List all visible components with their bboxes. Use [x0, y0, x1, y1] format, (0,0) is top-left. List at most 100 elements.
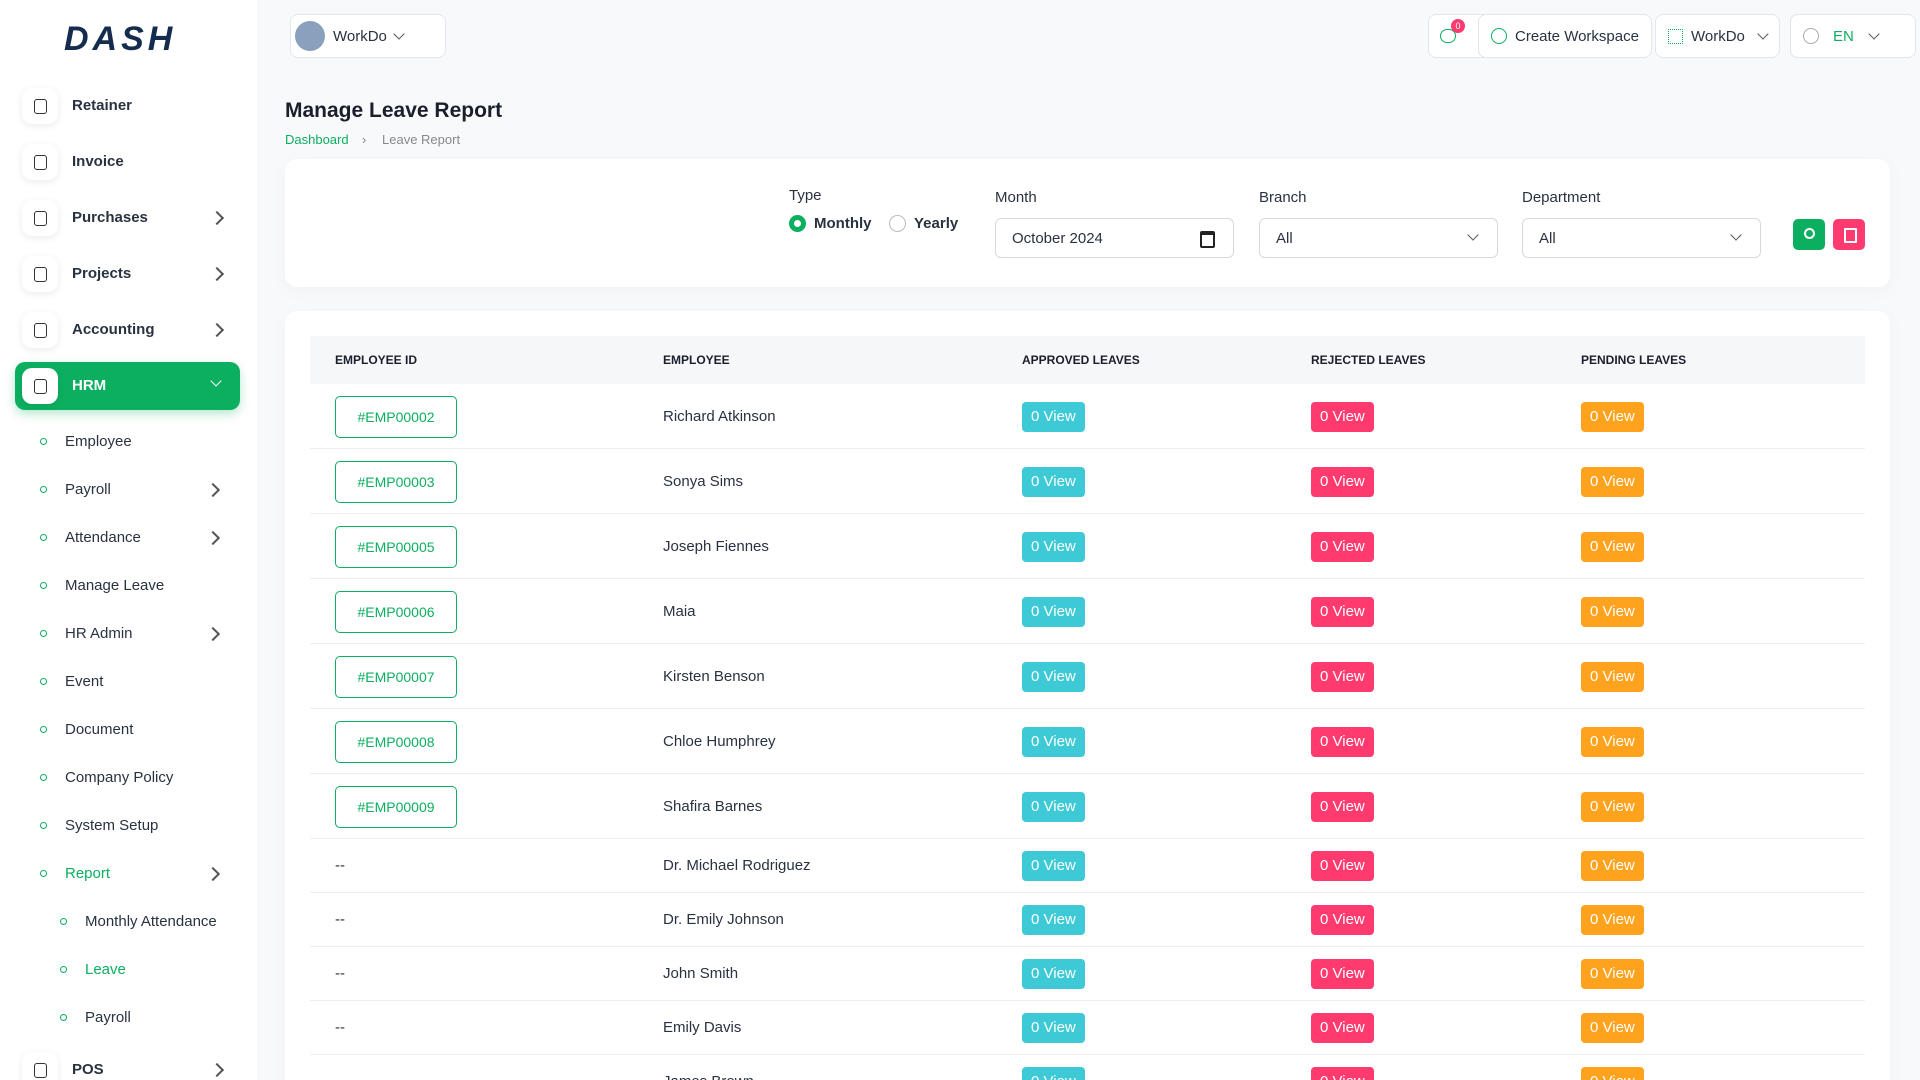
submenu-label: Payroll [85, 1009, 131, 1026]
workspace-switcher[interactable]: WorkDo [290, 14, 446, 58]
leave-view-badge[interactable]: 0 View [1022, 402, 1085, 432]
leave-view-badge[interactable]: 0 View [1022, 727, 1085, 757]
submenu-item[interactable]: Payroll [15, 466, 240, 514]
leave-view-badge[interactable]: 0 View [1022, 851, 1085, 881]
table-row: --James Brown0 View0 View0 View [310, 1055, 1865, 1080]
leave-view-badge[interactable]: 0 View [1022, 905, 1085, 935]
radio-button[interactable] [789, 215, 806, 232]
leave-view-badge[interactable]: 0 View [1581, 905, 1644, 935]
leave-view-badge[interactable]: 0 View [1581, 597, 1644, 627]
leave-view-badge[interactable]: 0 View [1311, 597, 1374, 627]
employee-id-button[interactable]: #EMP00003 [335, 461, 457, 503]
language-switcher[interactable]: EN [1790, 14, 1916, 58]
bullet [60, 918, 67, 925]
menu-icon [22, 200, 58, 236]
company-switcher[interactable]: WorkDo [1655, 14, 1780, 58]
employee-id-button[interactable]: #EMP00005 [335, 526, 457, 568]
menu-item[interactable]: HRM [15, 362, 240, 410]
leave-view-badge[interactable]: 0 View [1581, 1067, 1644, 1080]
submenu-item[interactable]: Event [15, 658, 240, 706]
icon-glyph [34, 379, 47, 394]
submenu-label: Company Policy [65, 769, 173, 786]
reset-button[interactable] [1833, 219, 1865, 250]
leave-view-badge[interactable]: 0 View [1311, 402, 1374, 432]
leave-view-badge[interactable]: 0 View [1581, 532, 1644, 562]
employee-id-button[interactable]: #EMP00006 [335, 591, 457, 633]
month-input[interactable]: October 2024 [995, 218, 1234, 258]
leave-view-badge[interactable]: 0 View [1311, 959, 1374, 989]
submenu-item[interactable]: Company Policy [15, 754, 240, 802]
leave-view-badge[interactable]: 0 View [1022, 792, 1085, 822]
menu-icon [22, 144, 58, 180]
employee-id-button[interactable]: #EMP00007 [335, 656, 457, 698]
menu-item[interactable]: Projects [15, 250, 240, 298]
menu-arrow [210, 267, 224, 281]
leave-view-badge[interactable]: 0 View [1311, 467, 1374, 497]
employee-id-button[interactable]: #EMP00009 [335, 786, 457, 828]
create-workspace-button[interactable]: Create Workspace [1478, 14, 1652, 58]
radio-button[interactable] [889, 215, 906, 232]
leave-view-badge[interactable]: 0 View [1581, 727, 1644, 757]
leave-view-badge[interactable]: 0 View [1022, 532, 1085, 562]
submenu-item[interactable]: Leave [15, 946, 240, 994]
leave-view-badge[interactable]: 0 View [1581, 1013, 1644, 1043]
leave-view-badge[interactable]: 0 View [1581, 959, 1644, 989]
submenu-item[interactable]: Employee [15, 418, 240, 466]
branch-input[interactable]: All [1259, 218, 1498, 258]
leave-view-badge[interactable]: 0 View [1581, 662, 1644, 692]
radio-label[interactable]: Monthly [814, 215, 872, 232]
bullet [40, 486, 47, 493]
leave-view-badge[interactable]: 0 View [1022, 959, 1085, 989]
submenu-item[interactable]: Document [15, 706, 240, 754]
leave-view-badge[interactable]: 0 View [1022, 1013, 1085, 1043]
icon-glyph [34, 1063, 47, 1078]
leave-view-badge[interactable]: 0 View [1311, 905, 1374, 935]
filter-label: Branch [1259, 189, 1307, 206]
leave-view-badge[interactable]: 0 View [1022, 467, 1085, 497]
dropdown-caret [393, 28, 404, 39]
menu-item[interactable]: Accounting [15, 306, 240, 354]
leave-view-badge[interactable]: 0 View [1311, 851, 1374, 881]
leave-view-badge[interactable]: 0 View [1311, 727, 1374, 757]
leave-view-badge[interactable]: 0 View [1581, 851, 1644, 881]
submenu-item[interactable]: Report [15, 850, 240, 898]
search-icon [1804, 228, 1815, 239]
table-header-row: EMPLOYEE IDEMPLOYEEAPPROVED LEAVESREJECT… [310, 336, 1865, 384]
leave-view-badge[interactable]: 0 View [1311, 792, 1374, 822]
submenu-item[interactable]: Manage Leave [15, 562, 240, 610]
department-input[interactable]: All [1522, 218, 1761, 258]
submenu-item[interactable]: System Setup [15, 802, 240, 850]
submenu-item[interactable]: HR Admin [15, 610, 240, 658]
bullet [40, 678, 47, 685]
leave-view-badge[interactable]: 0 View [1581, 467, 1644, 497]
menu-item[interactable]: Invoice [15, 138, 240, 186]
leave-view-badge[interactable]: 0 View [1311, 662, 1374, 692]
leave-view-badge[interactable]: 0 View [1581, 792, 1644, 822]
submenu-label: Leave [85, 961, 126, 978]
submenu-label: Payroll [65, 481, 111, 498]
leave-view-badge[interactable]: 0 View [1022, 1067, 1085, 1080]
menu-item[interactable]: POS [15, 1046, 240, 1080]
submenu-item[interactable]: Payroll [15, 994, 240, 1042]
menu-item[interactable]: Retainer [15, 82, 240, 130]
leave-view-badge[interactable]: 0 View [1022, 597, 1085, 627]
menu-item[interactable]: Purchases [15, 194, 240, 242]
leave-view-badge[interactable]: 0 View [1581, 402, 1644, 432]
icon-glyph [34, 211, 47, 226]
search-button[interactable] [1793, 219, 1825, 250]
menu-icon [22, 1052, 58, 1080]
employee-id-button[interactable]: #EMP00008 [335, 721, 457, 763]
submenu-item[interactable]: Monthly Attendance [15, 898, 240, 946]
leave-view-badge[interactable]: 0 View [1311, 1013, 1374, 1043]
leave-view-badge[interactable]: 0 View [1022, 662, 1085, 692]
radio-label[interactable]: Yearly [914, 215, 958, 232]
employee-id-button[interactable]: #EMP00002 [335, 396, 457, 438]
submenu-arrow [206, 483, 220, 497]
leave-view-badge[interactable]: 0 View [1311, 1067, 1374, 1080]
employee-name: Chloe Humphrey [663, 733, 776, 750]
submenu-item[interactable]: Attendance [15, 514, 240, 562]
leave-view-badge[interactable]: 0 View [1311, 532, 1374, 562]
breadcrumb-link[interactable]: Dashboard [285, 132, 349, 147]
select-caret [1467, 229, 1478, 240]
